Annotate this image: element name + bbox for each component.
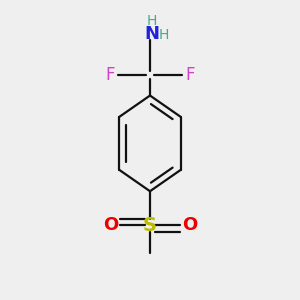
- Text: H: H: [146, 14, 157, 28]
- Text: O: O: [182, 216, 197, 234]
- Text: H: H: [159, 28, 169, 42]
- Text: O: O: [103, 216, 118, 234]
- Text: F: F: [106, 66, 115, 84]
- Text: N: N: [144, 25, 159, 43]
- Text: S: S: [143, 216, 157, 235]
- Text: F: F: [185, 66, 194, 84]
